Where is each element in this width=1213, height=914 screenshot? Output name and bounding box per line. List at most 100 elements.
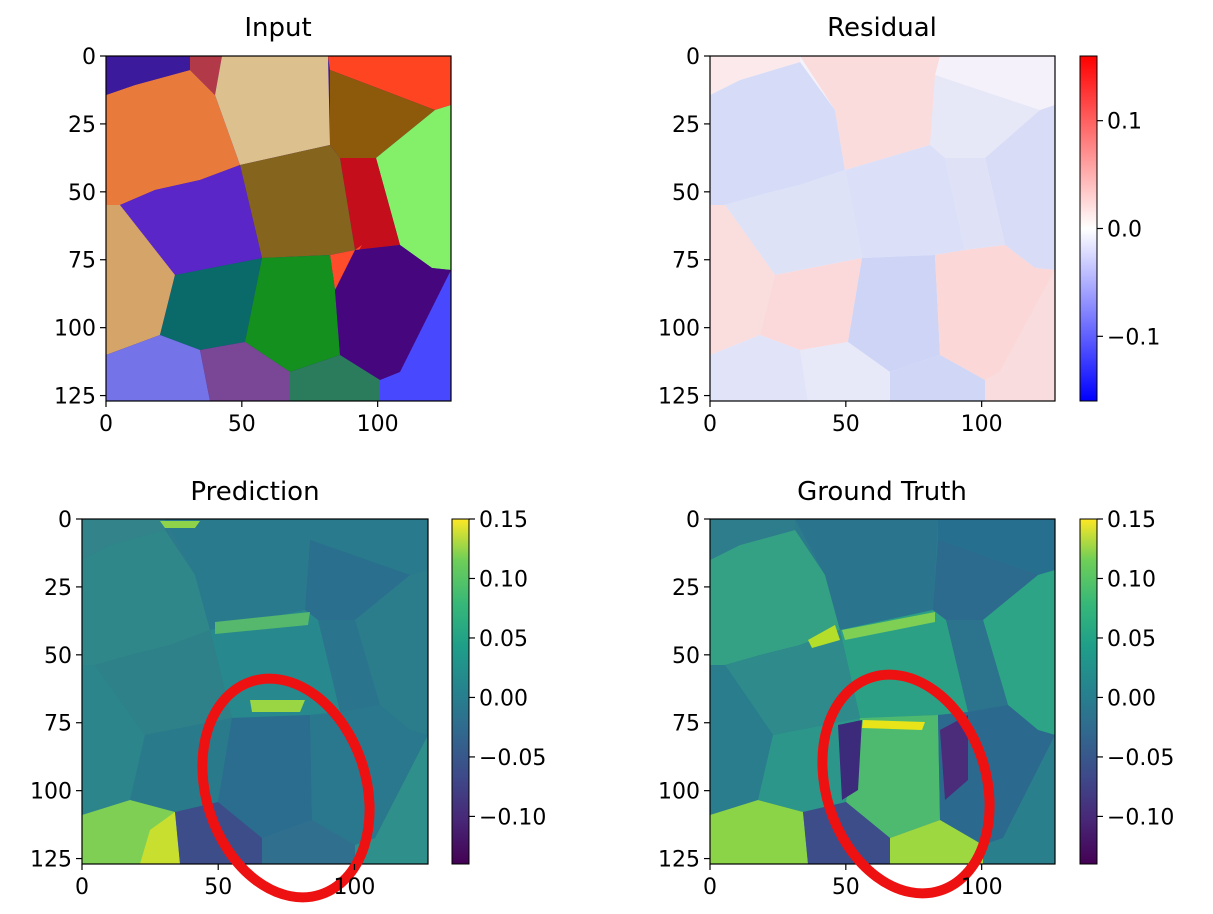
y-tick-label: 125 xyxy=(658,848,700,873)
y-tick-label: 75 xyxy=(672,712,700,737)
colorbar-tick-label: 0.10 xyxy=(1107,567,1156,592)
colorbar-tick-label: −0.05 xyxy=(1107,746,1174,771)
axes-frame xyxy=(81,518,429,865)
colorbar-tick-label: 0.15 xyxy=(479,508,528,533)
x-tick-label: 50 xyxy=(204,875,232,900)
x-tick-label: 50 xyxy=(228,412,256,437)
y-tick-label: 75 xyxy=(44,712,72,737)
annotation-ellipse xyxy=(197,673,375,903)
colorbar-tick-label: −0.05 xyxy=(479,746,546,771)
input-region-9 xyxy=(120,165,262,275)
y-axis: 0 25 50 75 100 125 xyxy=(658,45,710,410)
input-region-3 xyxy=(215,56,330,165)
y-tick-label: 50 xyxy=(672,181,700,206)
colorbar-tick-label: 0.05 xyxy=(1107,627,1156,652)
input-region-10 xyxy=(240,145,355,258)
y-tick-label: 125 xyxy=(54,385,96,410)
y-tick-label: 50 xyxy=(672,644,700,669)
panel-residual: Residual 0 50 100 0 25 50 75 100 125 0.1 0.0 −0.1 xyxy=(658,13,1160,437)
y-axis: 0 25 50 75 100 125 xyxy=(54,45,106,410)
input-region-5 xyxy=(106,70,240,205)
y-tick-label: 25 xyxy=(672,576,700,601)
colorbar-tick-label: 0.05 xyxy=(479,627,528,652)
colorbar xyxy=(1079,518,1098,865)
y-tick-label: 125 xyxy=(30,848,72,873)
colorbar xyxy=(451,518,470,865)
x-tick-label: 0 xyxy=(75,875,89,900)
panel-input: Input 0 50 100 0 25 50 75 100 125 xyxy=(54,13,452,437)
panel-title: Ground Truth xyxy=(797,477,967,507)
x-tick-label: 50 xyxy=(832,875,860,900)
colorbar-tick-label: 0.15 xyxy=(1107,508,1156,533)
y-tick-label: 0 xyxy=(686,508,700,533)
input-heatmap xyxy=(106,56,451,401)
input-region-7 xyxy=(376,105,451,270)
x-tick-label: 100 xyxy=(961,875,1003,900)
colorbar-tick-label: 0.0 xyxy=(1107,218,1142,243)
input-region-4 xyxy=(328,56,451,110)
colorbar-tick-label: 0.10 xyxy=(479,567,528,592)
colorbar-ticks: 0.1 0.0 −0.1 xyxy=(1097,110,1160,350)
y-axis: 0 25 50 75 100 125 xyxy=(658,508,710,873)
x-axis: 0 50 100 xyxy=(703,864,1003,900)
y-tick-label: 0 xyxy=(686,45,700,70)
x-axis: 0 50 100 xyxy=(99,401,399,437)
input-region-11 xyxy=(106,205,175,355)
x-axis: 0 50 100 xyxy=(703,401,1003,437)
x-tick-label: 0 xyxy=(99,412,113,437)
x-tick-label: 0 xyxy=(703,875,717,900)
axes-frame xyxy=(105,55,452,402)
y-tick-label: 75 xyxy=(672,249,700,274)
input-region-8 xyxy=(340,158,400,250)
prediction-heatmap xyxy=(82,519,428,864)
input-region-2 xyxy=(190,56,222,95)
ground-truth-heatmap xyxy=(710,519,1055,864)
colorbar xyxy=(1079,55,1098,402)
y-tick-label: 75 xyxy=(68,249,96,274)
x-tick-label: 100 xyxy=(333,875,375,900)
y-tick-label: 25 xyxy=(672,113,700,138)
x-tick-label: 0 xyxy=(703,412,717,437)
annotation-ellipse xyxy=(817,669,995,899)
colorbar-tick-label: −0.10 xyxy=(1107,805,1174,830)
panel-prediction: Prediction 0 50 100 xyxy=(30,477,546,903)
panel-title: Residual xyxy=(827,13,937,43)
panel-title: Input xyxy=(244,13,311,43)
axes-frame xyxy=(709,518,1056,865)
input-region-15 xyxy=(335,245,451,380)
colorbar-tick-label: 0.00 xyxy=(1107,686,1156,711)
y-tick-label: 25 xyxy=(68,113,96,138)
colorbar-tick-label: −0.10 xyxy=(479,805,546,830)
input-region-19 xyxy=(290,355,380,401)
colorbar-ticks: 0.15 0.10 0.05 0.00 −0.05 −0.10 xyxy=(469,508,546,830)
y-tick-label: 100 xyxy=(658,317,700,342)
input-region-17 xyxy=(106,335,210,401)
x-axis: 0 50 100 xyxy=(75,864,375,900)
x-tick-label: 100 xyxy=(961,412,1003,437)
input-region-13 xyxy=(245,255,340,372)
y-tick-label: 125 xyxy=(658,385,700,410)
x-tick-label: 100 xyxy=(357,412,399,437)
colorbar-ticks: 0.15 0.10 0.05 0.00 −0.05 −0.10 xyxy=(1097,508,1174,830)
axes-frame xyxy=(709,55,1056,402)
y-tick-label: 0 xyxy=(82,45,96,70)
y-axis: 0 25 50 75 100 125 xyxy=(30,508,82,873)
colorbar-tick-label: 0.00 xyxy=(479,686,528,711)
y-tick-label: 100 xyxy=(30,780,72,805)
y-tick-label: 100 xyxy=(658,780,700,805)
y-tick-label: 100 xyxy=(54,317,96,342)
x-tick-label: 50 xyxy=(832,412,860,437)
panel-title: Prediction xyxy=(190,477,319,507)
input-region-6 xyxy=(330,70,435,158)
y-tick-label: 0 xyxy=(58,508,72,533)
colorbar-tick-label: −0.1 xyxy=(1107,325,1160,350)
y-tick-label: 50 xyxy=(44,644,72,669)
input-region-1b xyxy=(106,56,190,95)
input-region-12 xyxy=(160,258,262,350)
y-tick-label: 50 xyxy=(68,181,96,206)
residual-heatmap xyxy=(710,56,1055,401)
input-region-18 xyxy=(200,342,290,401)
input-region-16 xyxy=(380,270,451,401)
